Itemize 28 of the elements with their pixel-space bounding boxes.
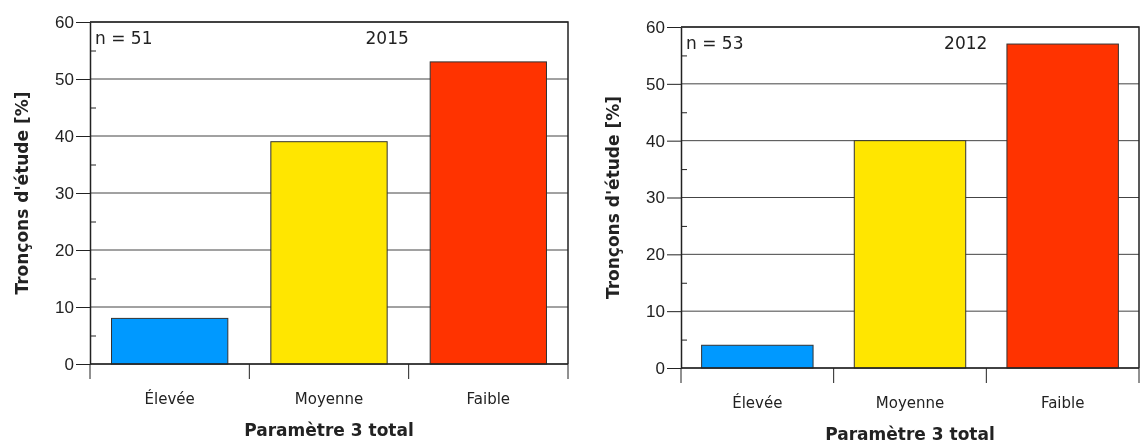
y-tick-label: 60: [646, 17, 665, 37]
annotation: 2012: [944, 33, 988, 53]
x-tick-label: Faible: [1040, 394, 1085, 412]
y-tick-label: 30: [55, 183, 74, 203]
x-axis-title: Paramètre 3 total: [244, 420, 414, 440]
y-tick-label: 10: [55, 297, 74, 317]
x-tick-label: Élevée: [144, 389, 195, 408]
y-tick-label: 30: [646, 188, 665, 208]
x-tick-label: Moyenne: [294, 390, 364, 408]
y-axis-title: Tronçons d'étude [%]: [12, 91, 32, 295]
annotation: 2015: [365, 28, 409, 48]
y-tick-label: 10: [646, 302, 665, 322]
y-tick-label: 40: [55, 126, 74, 146]
y-tick-label: 40: [646, 131, 665, 151]
y-tick-label: 50: [646, 74, 665, 94]
y-tick-label: 20: [646, 245, 665, 265]
annotation: n = 51: [95, 28, 153, 48]
y-tick-label: 0: [655, 358, 665, 378]
x-tick-label: Élevée: [732, 393, 783, 412]
annotation: n = 53: [686, 33, 744, 53]
y-tick-label: 60: [55, 12, 74, 32]
x-tick-label: Moyenne: [875, 394, 945, 412]
y-tick-label: 0: [64, 354, 74, 374]
x-tick-label: Faible: [466, 390, 511, 408]
y-axis-title: Tronçons d'étude [%]: [603, 95, 623, 300]
x-axis-title: Paramètre 3 total: [825, 424, 995, 444]
y-tick-label: 50: [55, 69, 74, 89]
y-tick-label: 20: [55, 240, 74, 260]
